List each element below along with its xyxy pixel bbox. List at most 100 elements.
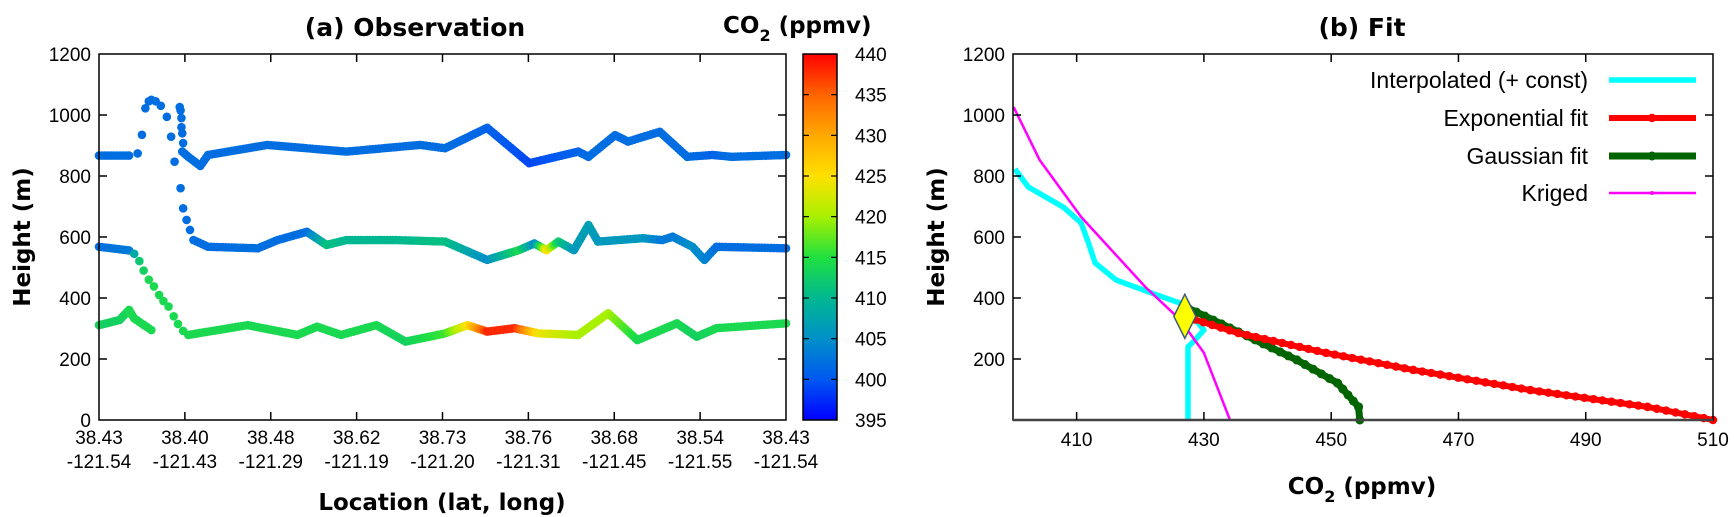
series-exponential-fit (1181, 312, 1718, 425)
colorbar-label-sub: 2 (759, 26, 770, 45)
series-marker (1286, 340, 1296, 350)
x-tick-label-long: -121.43 (153, 452, 217, 473)
colorbar: CO2 (ppmv) 440 435 430 425 420 415 410 405 400 39… (723, 13, 887, 432)
panel-b-xlabel-rest: (ppmv) (1335, 474, 1436, 500)
series-marker (1242, 330, 1252, 340)
y-tick-label: 1000 (963, 106, 1005, 127)
x-tick-label-lat: 38.62 (333, 428, 381, 449)
track-upper-start (94, 151, 134, 160)
series-marker (1671, 408, 1680, 417)
series-marker (1481, 378, 1490, 387)
x-tick-label-long: -121.55 (668, 452, 732, 473)
x-tick-label: 410 (1061, 430, 1093, 451)
series-marker (1333, 378, 1343, 388)
series-interpolated-const (1012, 167, 1207, 420)
series-marker (1571, 392, 1580, 401)
x-tick-label: 430 (1188, 430, 1220, 451)
series-marker (1508, 382, 1517, 392)
y-tick-label: 400 (59, 289, 91, 310)
series-marker (1436, 370, 1445, 379)
y-tick-label: 800 (59, 167, 91, 188)
series-marker (1607, 397, 1616, 406)
series-marker (1313, 346, 1322, 356)
colorbar-tick-label: 440 (855, 45, 887, 66)
series-marker (1269, 336, 1278, 346)
x-tick-label-lat: 38.40 (161, 428, 209, 449)
observation-point (149, 282, 159, 291)
panel-fit: (b) Fit Height (m) CO2 (ppmv) 200 400 600 8… (924, 13, 1729, 506)
series-marker (1374, 358, 1383, 368)
x-tick-label: 450 (1315, 430, 1347, 451)
series-marker (1680, 410, 1690, 419)
colorbar-tick-label: 415 (855, 248, 887, 269)
series-marker (1283, 351, 1293, 361)
series-marker (1400, 364, 1409, 373)
series-marker (1216, 323, 1226, 332)
series-marker (1225, 326, 1234, 335)
series-marker (1454, 373, 1463, 382)
series-marker (1391, 362, 1401, 371)
series-marker (1409, 365, 1418, 375)
series-marker (1690, 412, 1699, 421)
fit-lines (1012, 106, 1718, 425)
track-descent-dots (175, 102, 195, 235)
legend-marker (1650, 191, 1654, 195)
legend-entry: Exponential fit (1444, 105, 1696, 131)
colorbar-tick-label: 425 (855, 167, 887, 188)
series-line (1012, 167, 1207, 420)
panel-a-xlabel: Location (lat, long) (318, 490, 565, 516)
observation-point (176, 183, 185, 193)
track-climb-dots (133, 95, 179, 166)
series-marker (1251, 332, 1261, 342)
y-tick-label: 0 (80, 411, 91, 432)
series-marker (1356, 355, 1366, 364)
series-marker (1535, 387, 1544, 396)
x-tick-label-lat: 38.43 (75, 428, 123, 449)
panel-b-axes: 200 400 600 800 1000 1200 410 430 450 470 490 510 (963, 45, 1729, 451)
track-middle-descent-dots (129, 249, 188, 336)
legend-label: Exponential fit (1444, 105, 1589, 131)
observation-point (133, 149, 142, 158)
observation-point (135, 256, 144, 266)
series-marker (1348, 396, 1358, 406)
x-tick-label-lat: 38.68 (590, 428, 638, 449)
series-marker (1321, 348, 1331, 358)
observation-point (141, 103, 150, 113)
series-marker (1472, 376, 1481, 386)
colorbar-gradient (802, 53, 838, 421)
series-marker (1634, 401, 1643, 410)
series-kriged (1012, 106, 1232, 421)
observation-point (144, 275, 154, 285)
series-marker (1348, 353, 1357, 363)
series-marker (1292, 355, 1302, 365)
legend-label: Interpolated (+ const) (1370, 67, 1588, 93)
observation-point (173, 319, 183, 329)
panel-b-xlabel-sub: 2 (1324, 487, 1335, 506)
x-tick-label-lat: 38.76 (505, 428, 553, 449)
series-marker (1316, 369, 1326, 379)
series-marker (1544, 388, 1553, 397)
colorbar-tick-label: 420 (855, 208, 887, 229)
y-tick-label: 1000 (49, 106, 91, 127)
y-tick-label: 1200 (49, 45, 91, 66)
track-middle-main (189, 220, 791, 265)
colorbar-tick-label: 430 (855, 126, 887, 147)
legend-label: Gaussian fit (1467, 143, 1589, 169)
colorbar-tick-label: 410 (855, 289, 887, 310)
series-marker (1339, 352, 1348, 361)
observation-point (177, 129, 187, 138)
series-marker (1199, 318, 1208, 327)
legend-entry: Kriged (1522, 180, 1696, 206)
series-marker (1234, 328, 1243, 338)
x-tick-label-long: -121.19 (324, 452, 388, 473)
series-line (1185, 314, 1714, 423)
panel-b-ylabel: Height (m) (924, 167, 950, 307)
colorbar-label-rest: (ppmv) (771, 13, 872, 39)
series-marker (1553, 389, 1562, 399)
colorbar-tick-label: 400 (855, 370, 887, 391)
series-marker (1652, 404, 1662, 413)
observation-point (182, 215, 191, 225)
y-tick-label: 200 (973, 350, 1005, 371)
series-line (1012, 106, 1232, 421)
